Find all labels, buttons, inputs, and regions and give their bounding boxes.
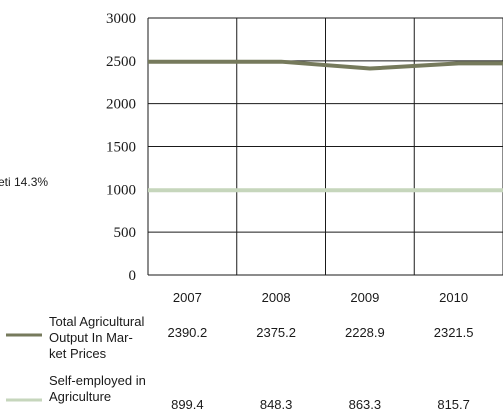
table-cell: 863.3 — [349, 397, 382, 412]
y-tick-label: 2000 — [106, 97, 136, 113]
x-tick-label: 2008 — [262, 290, 291, 305]
axis-ticks: 0 500 1000 1500 2000 2500 3000 2007 2008 2009 2010 — [106, 11, 468, 305]
table-cell: 2321.5 — [434, 325, 474, 340]
y-tick-label: 500 — [114, 225, 137, 241]
legend-label-line: Self-employed in — [49, 373, 146, 388]
x-tick-label: 2010 — [439, 290, 468, 305]
series-line-1 — [148, 59, 503, 71]
legend-label-line: Total Agricultural — [49, 314, 144, 329]
legend-label-line: ket Prices — [49, 346, 107, 361]
y-tick-label: 0 — [129, 268, 137, 284]
y-tick-label: 1500 — [106, 140, 136, 156]
plot-lines — [148, 59, 503, 193]
table-cell: 2228.9 — [345, 325, 385, 340]
legend-label-line: Agriculture — [49, 389, 111, 404]
table-cell: 815.7 — [437, 397, 470, 412]
y-tick-label: 2500 — [106, 54, 136, 70]
table-cell: 2390.2 — [167, 325, 207, 340]
table-cell: 848.3 — [260, 397, 293, 412]
x-tick-label: 2007 — [173, 290, 202, 305]
side-text-fragment: eti 14.3% — [0, 175, 48, 189]
x-tick-label: 2009 — [350, 290, 379, 305]
legend-label-line: Output In Mar- — [49, 330, 133, 345]
table-cell: 899.4 — [171, 397, 204, 412]
y-tick-label: 1000 — [106, 182, 136, 198]
plot-grid — [147, 17, 503, 276]
y-tick-label: 3000 — [106, 11, 136, 27]
table-cell: 2375.2 — [256, 325, 296, 340]
